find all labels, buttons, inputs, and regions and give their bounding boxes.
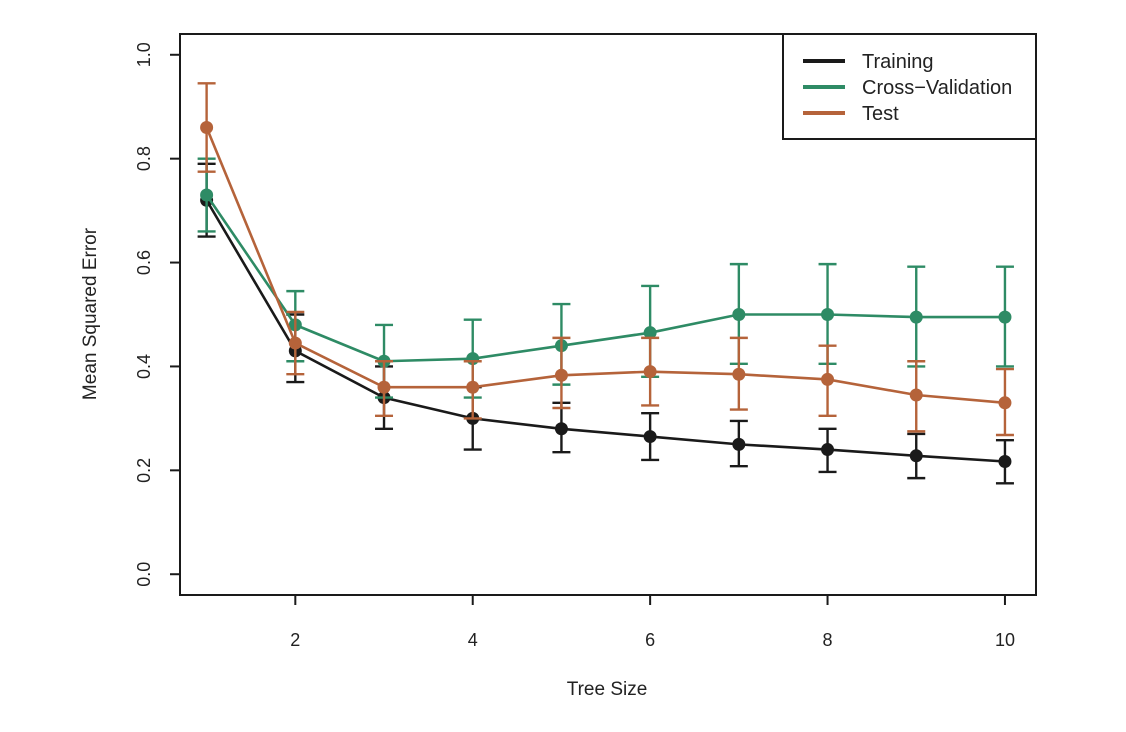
legend: Training Cross−Validation Test xyxy=(782,33,1037,140)
data-point xyxy=(200,188,214,202)
data-point xyxy=(821,372,835,386)
series-line xyxy=(205,127,1006,405)
data-point xyxy=(732,367,746,381)
y-tick-label: 1.0 xyxy=(134,42,154,67)
data-point xyxy=(643,430,657,444)
data-point xyxy=(821,443,835,457)
x-tick-label: 2 xyxy=(290,630,300,650)
x-tick-label: 8 xyxy=(823,630,833,650)
x-tick-label: 4 xyxy=(468,630,478,650)
series-line xyxy=(205,199,1006,463)
y-axis-title: Mean Squared Error xyxy=(80,227,101,400)
x-axis-title: Tree Size xyxy=(567,679,648,700)
series-training xyxy=(197,162,1014,485)
plot-area xyxy=(197,82,1014,485)
y-tick-label: 0.4 xyxy=(134,354,154,379)
data-point xyxy=(998,396,1012,410)
legend-label-test: Test xyxy=(862,103,899,125)
x-tick-label: 10 xyxy=(995,630,1015,650)
data-point xyxy=(909,310,923,324)
series-line xyxy=(205,194,1005,363)
data-point xyxy=(466,380,480,394)
y-tick-label: 0.8 xyxy=(134,146,154,171)
data-point xyxy=(554,422,568,436)
y-tick-label: 0.0 xyxy=(134,562,154,587)
data-point xyxy=(998,310,1012,324)
data-point xyxy=(554,368,568,382)
y-tick-label: 0.2 xyxy=(134,458,154,483)
legend-label-training: Training xyxy=(862,51,934,73)
data-point xyxy=(732,308,746,321)
data-point xyxy=(200,121,214,134)
data-point xyxy=(377,380,391,394)
data-point xyxy=(732,437,746,451)
data-point xyxy=(821,308,835,321)
data-point xyxy=(909,449,923,463)
series-cross-validation xyxy=(197,157,1014,399)
x-tick-label: 6 xyxy=(645,630,655,650)
data-point xyxy=(288,336,302,350)
plot-frame xyxy=(179,33,1037,596)
data-point xyxy=(909,388,923,402)
data-point xyxy=(643,365,657,379)
data-point xyxy=(998,455,1012,469)
y-tick-label: 0.6 xyxy=(134,250,154,275)
data-point xyxy=(643,326,657,340)
legend-label-cross-validation: Cross−Validation xyxy=(862,77,1012,99)
axes: 2 4 6 8 10 0.0 0.2 0.4 0.6 0.8 1.0 xyxy=(134,33,1037,650)
series-test xyxy=(197,82,1014,437)
